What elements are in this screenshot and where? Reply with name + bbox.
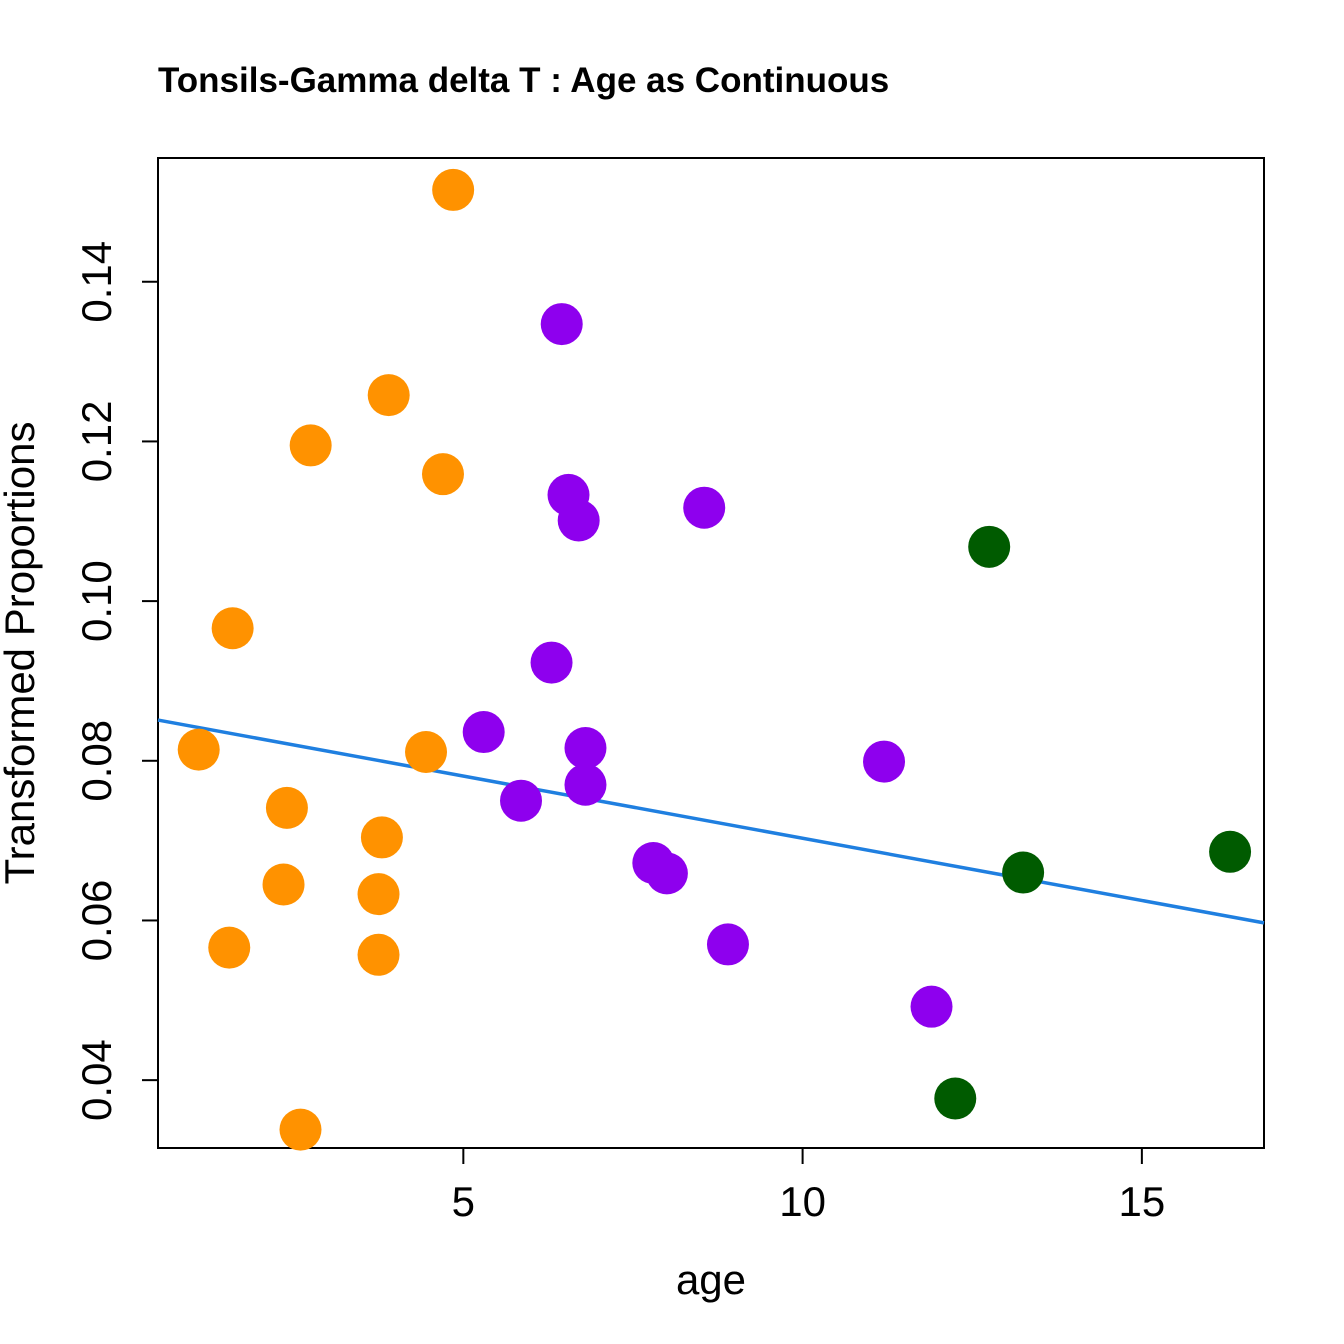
data-point-purple xyxy=(564,727,607,770)
x-tick-label: 10 xyxy=(779,1178,826,1225)
y-tick-label: 0.12 xyxy=(73,401,120,483)
data-point-orange xyxy=(405,731,448,773)
data-point-orange xyxy=(289,424,332,467)
data-point-purple xyxy=(910,985,953,1028)
data-point-purple xyxy=(462,711,505,754)
data-point-purple xyxy=(564,763,607,806)
x-tick-label: 5 xyxy=(452,1178,475,1225)
data-point-purple xyxy=(540,303,583,346)
data-point-orange xyxy=(432,168,475,211)
data-point-purple xyxy=(706,923,749,966)
data-point-orange xyxy=(211,607,254,650)
data-point-green xyxy=(968,525,1011,568)
regression-line xyxy=(157,718,1265,925)
data-point-orange xyxy=(357,933,400,976)
data-point-green xyxy=(934,1077,977,1120)
data-point-purple xyxy=(500,779,543,822)
x-tick-label: 15 xyxy=(1119,1178,1166,1225)
data-point-purple xyxy=(645,852,688,895)
data-point-orange xyxy=(279,1108,322,1151)
data-point-purple xyxy=(530,641,573,684)
trend-line-layer xyxy=(157,718,1265,925)
y-tick-label: 0.10 xyxy=(73,560,120,642)
y-tick-label: 0.04 xyxy=(73,1039,120,1121)
plot-frame xyxy=(157,157,1265,1149)
data-point-orange xyxy=(262,863,305,906)
data-point-orange xyxy=(265,786,308,829)
data-point-orange xyxy=(360,816,403,859)
data-point-orange xyxy=(357,873,400,916)
chart-title: Tonsils-Gamma delta T : Age as Continuou… xyxy=(158,61,889,100)
data-point-purple xyxy=(863,740,906,783)
data-point-orange xyxy=(421,453,464,496)
y-tick-label: 0.08 xyxy=(73,720,120,802)
x-axis-label: age xyxy=(676,1256,746,1303)
data-point-purple xyxy=(683,486,726,529)
data-point-green xyxy=(1002,851,1045,894)
data-point-orange xyxy=(367,374,410,417)
y-axis-label: Transformed Proportions xyxy=(0,422,43,885)
y-tick-label: 0.14 xyxy=(73,241,120,323)
y-tick-label: 0.06 xyxy=(73,880,120,962)
data-point-purple xyxy=(557,499,600,542)
x-axis: 5 10 15 xyxy=(452,1148,1166,1225)
data-point-orange xyxy=(177,728,220,771)
points-layer xyxy=(177,168,1252,1151)
y-axis: 0.04 0.06 0.08 0.10 0.12 0.14 xyxy=(73,241,158,1121)
data-point-orange xyxy=(208,926,251,969)
data-point-green xyxy=(1209,830,1252,873)
